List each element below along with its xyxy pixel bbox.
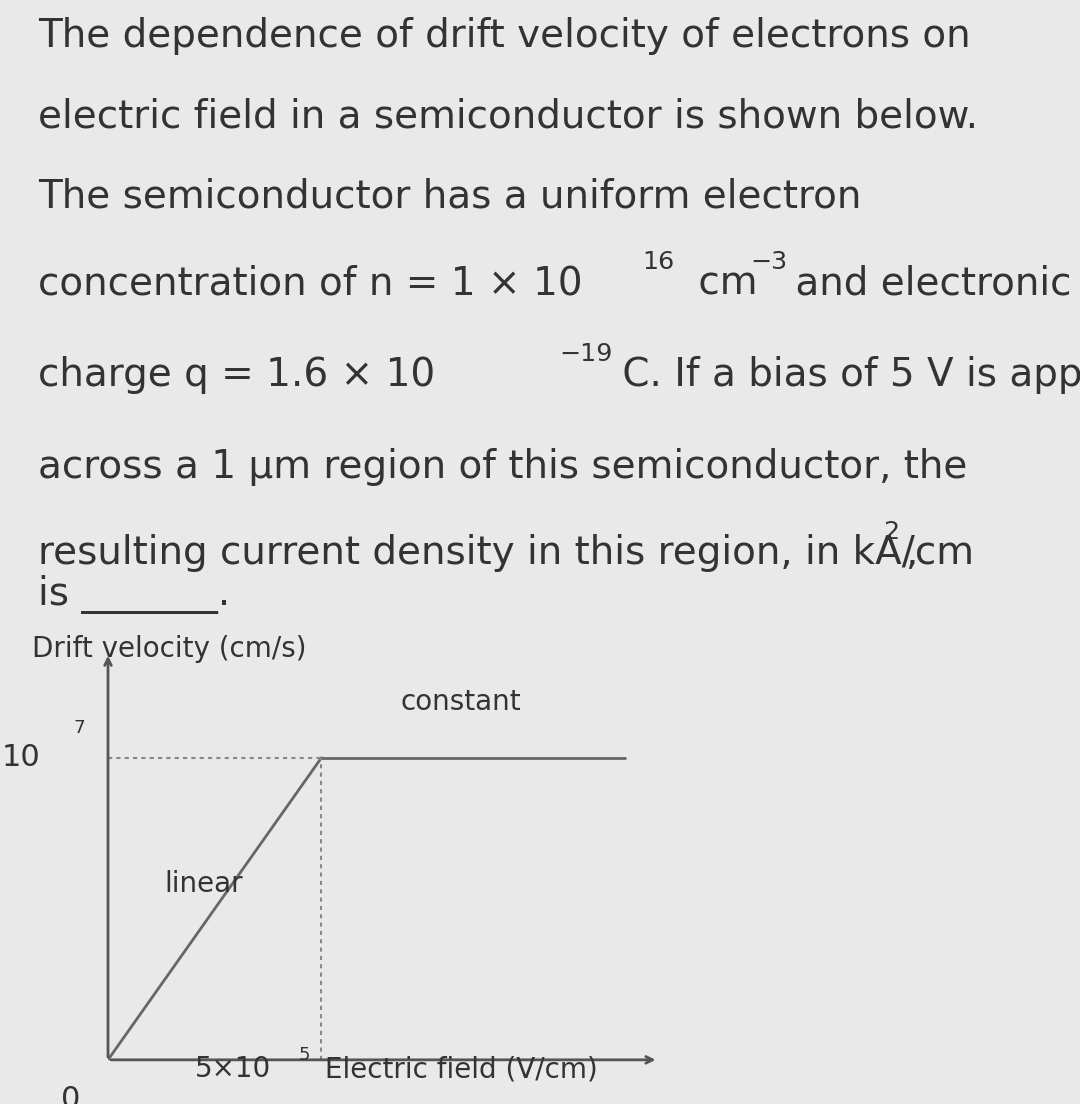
Text: 5: 5	[298, 1047, 310, 1064]
Text: 2: 2	[883, 520, 900, 543]
Text: 5×10: 5×10	[194, 1055, 271, 1083]
Text: 10: 10	[2, 743, 41, 773]
Text: C. If a bias of 5 V is applied: C. If a bias of 5 V is applied	[610, 355, 1080, 394]
Text: cm: cm	[686, 264, 757, 302]
Text: 16: 16	[643, 250, 675, 274]
Text: −3: −3	[751, 250, 787, 274]
Text: Electric field (V/cm): Electric field (V/cm)	[316, 1055, 598, 1083]
Text: The dependence of drift velocity of electrons on: The dependence of drift velocity of elec…	[38, 18, 971, 55]
Text: Drift velocity (cm/s): Drift velocity (cm/s)	[32, 635, 307, 662]
Text: concentration of n = 1 × 10: concentration of n = 1 × 10	[38, 264, 582, 302]
Text: 7: 7	[73, 720, 85, 737]
Text: The semiconductor has a uniform electron: The semiconductor has a uniform electron	[38, 178, 861, 216]
Text: linear: linear	[164, 870, 243, 898]
Text: −19: −19	[559, 341, 612, 365]
Text: is _______.: is _______.	[38, 574, 230, 614]
Text: constant: constant	[400, 688, 521, 715]
Text: across a 1 μm region of this semiconductor, the: across a 1 μm region of this semiconduct…	[38, 448, 968, 486]
Text: ,: ,	[905, 534, 917, 572]
Text: and electronic: and electronic	[783, 264, 1071, 302]
Text: 0: 0	[60, 1085, 80, 1104]
Text: electric field in a semiconductor is shown below.: electric field in a semiconductor is sho…	[38, 97, 977, 136]
Text: resulting current density in this region, in kA/cm: resulting current density in this region…	[38, 534, 974, 572]
Text: charge q = 1.6 × 10: charge q = 1.6 × 10	[38, 355, 435, 394]
